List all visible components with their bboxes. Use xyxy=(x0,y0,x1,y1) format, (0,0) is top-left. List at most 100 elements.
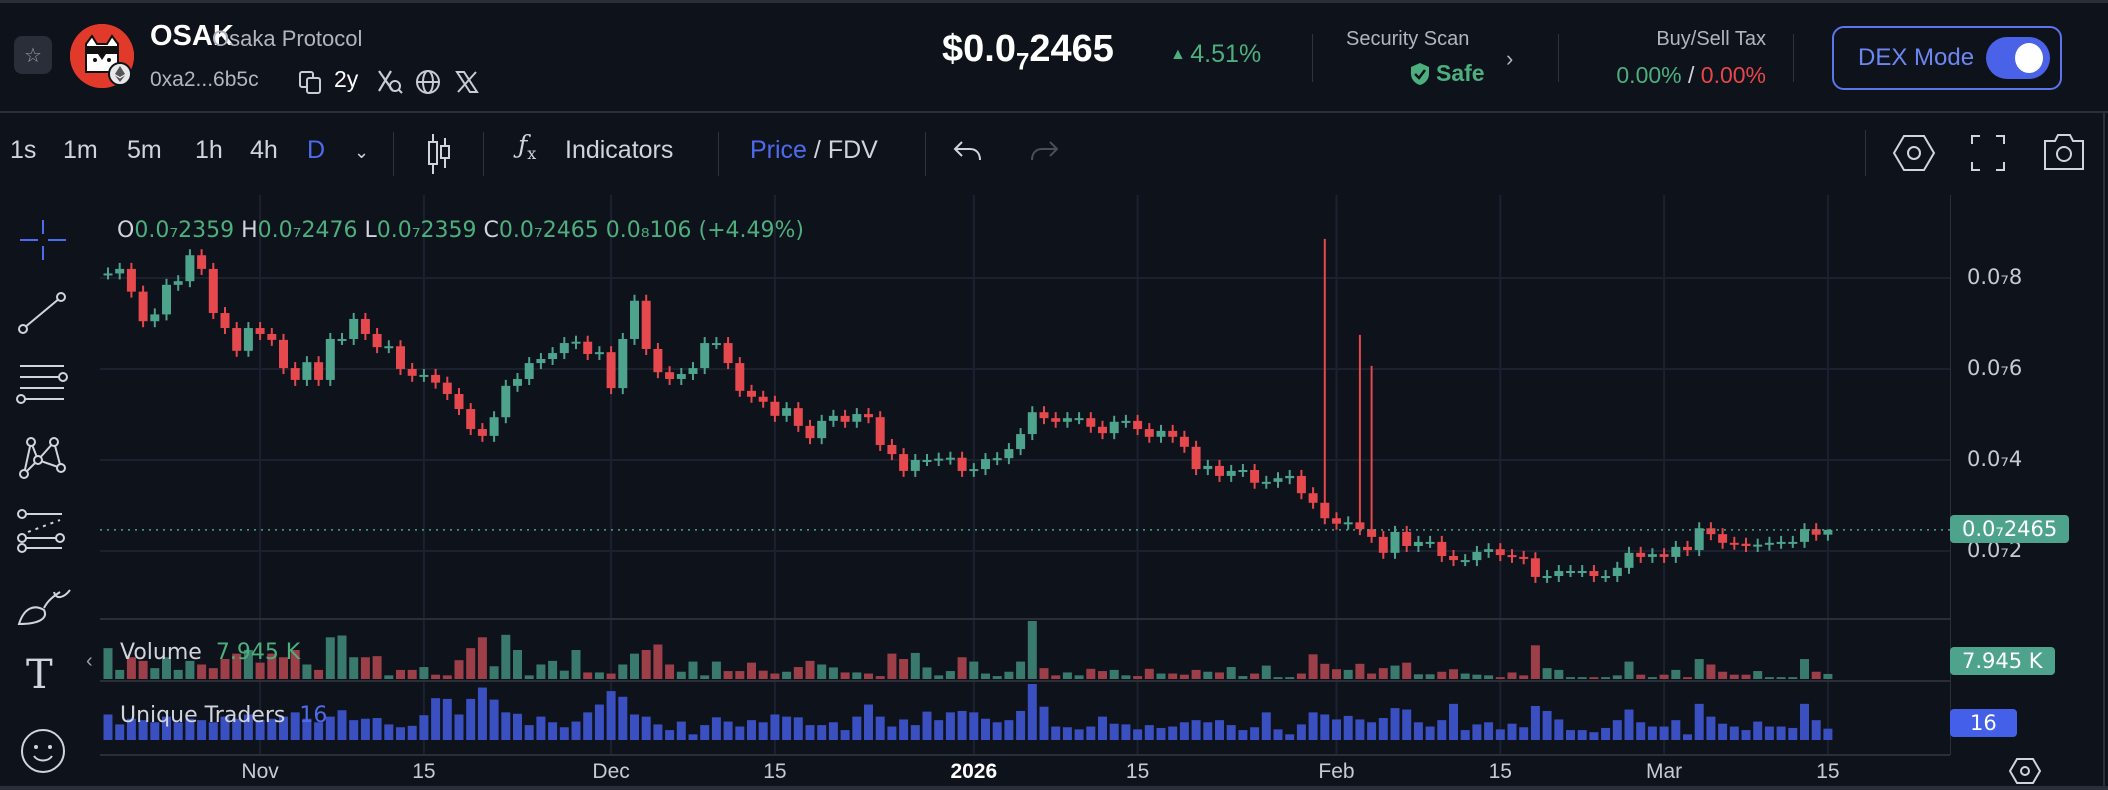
undo-icon[interactable] xyxy=(952,138,984,168)
token-symbol: OSAK xyxy=(150,20,234,52)
traders-bar xyxy=(910,725,920,740)
redo-icon[interactable] xyxy=(1028,138,1060,168)
volume-bar xyxy=(782,671,792,679)
candle xyxy=(536,358,546,364)
candle xyxy=(782,408,792,416)
prediction-tool-icon[interactable] xyxy=(14,506,70,562)
current-price: $0.072465 xyxy=(942,28,1114,77)
volume-bar xyxy=(138,660,148,679)
copy-icon[interactable] xyxy=(298,70,324,96)
volume-bar xyxy=(606,673,616,679)
interval-1h[interactable]: 1h xyxy=(195,136,223,164)
x-search-icon[interactable] xyxy=(376,68,404,96)
traders-bar xyxy=(337,710,347,740)
candle xyxy=(630,300,639,339)
candle xyxy=(489,417,499,436)
settings-icon[interactable] xyxy=(1892,133,1936,173)
volume-bar xyxy=(1566,677,1575,679)
crosshair-tool-icon[interactable] xyxy=(18,218,68,262)
traders-bar xyxy=(618,696,628,740)
contract-address[interactable]: 0xa2...6b5c xyxy=(150,68,259,91)
price-chart[interactable] xyxy=(100,195,1950,785)
traders-bar xyxy=(1624,709,1634,740)
candle xyxy=(267,333,277,340)
pattern-tool-icon[interactable] xyxy=(14,432,70,488)
candle xyxy=(1507,555,1517,558)
candle xyxy=(1624,552,1634,568)
traders-bar xyxy=(255,720,265,740)
candle xyxy=(922,460,932,462)
candle xyxy=(1753,544,1763,547)
token-name: Osaka Protocol xyxy=(212,26,363,51)
fdv-option[interactable]: FDV xyxy=(827,136,878,164)
volume-bar xyxy=(747,662,756,679)
collapse-panes-icon[interactable]: ‹ xyxy=(86,650,93,672)
security-scan-button[interactable]: Security Scan Safe › xyxy=(1344,28,1534,98)
candle xyxy=(618,338,628,389)
favorite-star-button[interactable]: ☆ xyxy=(14,36,52,74)
candle xyxy=(1261,481,1271,484)
candlestick-type-icon[interactable] xyxy=(424,132,454,176)
candle xyxy=(126,268,136,292)
dex-mode-toggle[interactable] xyxy=(1986,37,2050,79)
volume-bar xyxy=(162,657,171,679)
trend-line-tool-icon[interactable] xyxy=(14,290,70,336)
volume-bar xyxy=(981,673,990,679)
candle xyxy=(1764,542,1774,545)
volume-bar xyxy=(735,671,745,679)
interval-5m[interactable]: 5m xyxy=(127,136,162,164)
traders-bar xyxy=(501,712,511,740)
traders-bar xyxy=(243,714,253,740)
candle xyxy=(653,348,663,373)
volume-bar xyxy=(1530,645,1540,679)
traders-bar xyxy=(1062,727,1072,740)
traders-bar xyxy=(489,699,499,740)
traders-bar xyxy=(103,714,113,740)
candle xyxy=(1191,446,1201,470)
brush-tool-icon[interactable] xyxy=(14,580,74,630)
volume-bar xyxy=(1320,663,1330,679)
interval-4h[interactable]: 4h xyxy=(250,136,278,164)
candle xyxy=(571,341,581,344)
interval-d[interactable]: D xyxy=(307,136,326,164)
candle xyxy=(1121,420,1131,423)
traders-bar xyxy=(782,716,792,740)
candle xyxy=(1800,529,1809,542)
candle xyxy=(349,318,359,339)
traders-bar xyxy=(1378,718,1388,740)
candle xyxy=(1554,571,1564,577)
indicators-button[interactable]: Indicators xyxy=(565,136,674,164)
chart-settings-icon[interactable] xyxy=(2008,756,2042,786)
volume-bar xyxy=(1659,674,1669,679)
dex-mode-button[interactable]: DEX Mode xyxy=(1832,26,2062,90)
price-option[interactable]: Price xyxy=(750,136,807,164)
fullscreen-icon[interactable] xyxy=(1970,134,2006,172)
traders-bar xyxy=(150,722,160,740)
chevron-down-icon[interactable]: ⌄ xyxy=(354,142,370,162)
traders-bar xyxy=(594,704,604,740)
fx-icon[interactable]: ƒx xyxy=(518,130,537,163)
x-twitter-icon[interactable] xyxy=(454,69,480,95)
candle xyxy=(828,415,838,421)
candle xyxy=(548,353,558,359)
emoji-tool-icon[interactable] xyxy=(18,726,68,776)
traders-bar xyxy=(1343,715,1353,740)
volume-bar xyxy=(1507,672,1517,679)
candle xyxy=(957,457,967,471)
volume-bar xyxy=(103,648,113,679)
y-tick-label: 0.0₇4 xyxy=(1967,447,2023,471)
interval-1s[interactable]: 1s xyxy=(10,136,37,164)
traders-bar xyxy=(1413,722,1423,740)
candle xyxy=(1671,546,1681,557)
price-axis-border xyxy=(1950,195,1951,755)
globe-icon[interactable] xyxy=(414,68,442,96)
camera-icon[interactable] xyxy=(2042,132,2086,172)
candle xyxy=(220,313,230,329)
fib-retracement-tool-icon[interactable] xyxy=(14,362,70,410)
interval-1m[interactable]: 1m xyxy=(63,136,98,164)
volume-bar xyxy=(1039,668,1049,679)
price-fdv-toggle[interactable]: Price / FDV xyxy=(750,136,878,165)
text-tool-icon[interactable]: T xyxy=(26,652,53,698)
volume-bar xyxy=(1133,676,1143,679)
candle xyxy=(840,415,850,422)
